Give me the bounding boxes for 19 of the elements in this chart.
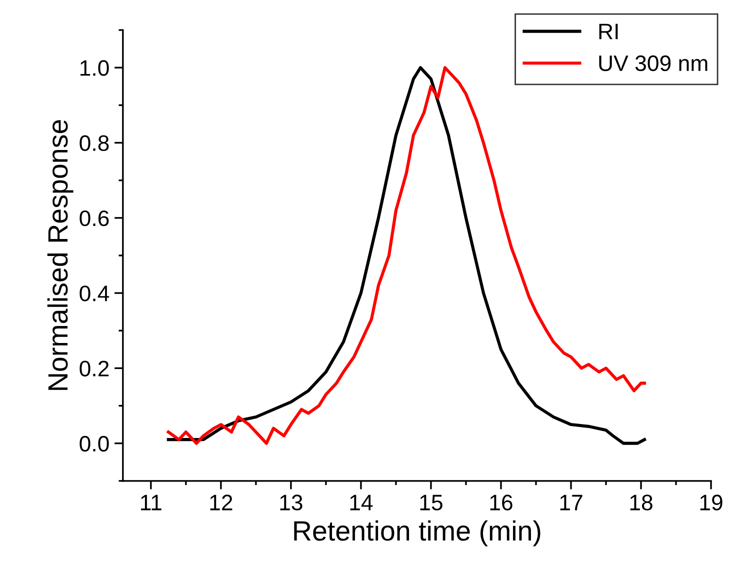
legend-label: RI <box>599 24 618 40</box>
y-tick-label: 1.0 <box>80 60 109 76</box>
y-tick-label: 0.8 <box>80 135 109 152</box>
y-axis-title: Normalised Response <box>47 120 74 390</box>
x-tick-label: 11 <box>141 494 162 510</box>
x-tick-label: 15 <box>420 494 442 510</box>
x-tick-label: 13 <box>280 494 302 510</box>
x-tick-label: 14 <box>350 494 373 510</box>
x-tick-label: 17 <box>560 494 582 510</box>
x-tick-label: 18 <box>630 494 652 510</box>
y-tick-label: 0.0 <box>80 436 109 452</box>
x-tick-label: 16 <box>490 494 512 510</box>
y-tick-label: 0.2 <box>80 360 109 376</box>
x-tick-label: 12 <box>210 494 232 510</box>
y-tick-label: 0.4 <box>80 286 110 302</box>
x-axis-title: Retention time (min) <box>294 520 540 546</box>
legend-label: UV 309 nm <box>599 55 708 72</box>
y-tick-label: 0.6 <box>80 210 109 226</box>
x-tick-label: 19 <box>700 494 722 510</box>
